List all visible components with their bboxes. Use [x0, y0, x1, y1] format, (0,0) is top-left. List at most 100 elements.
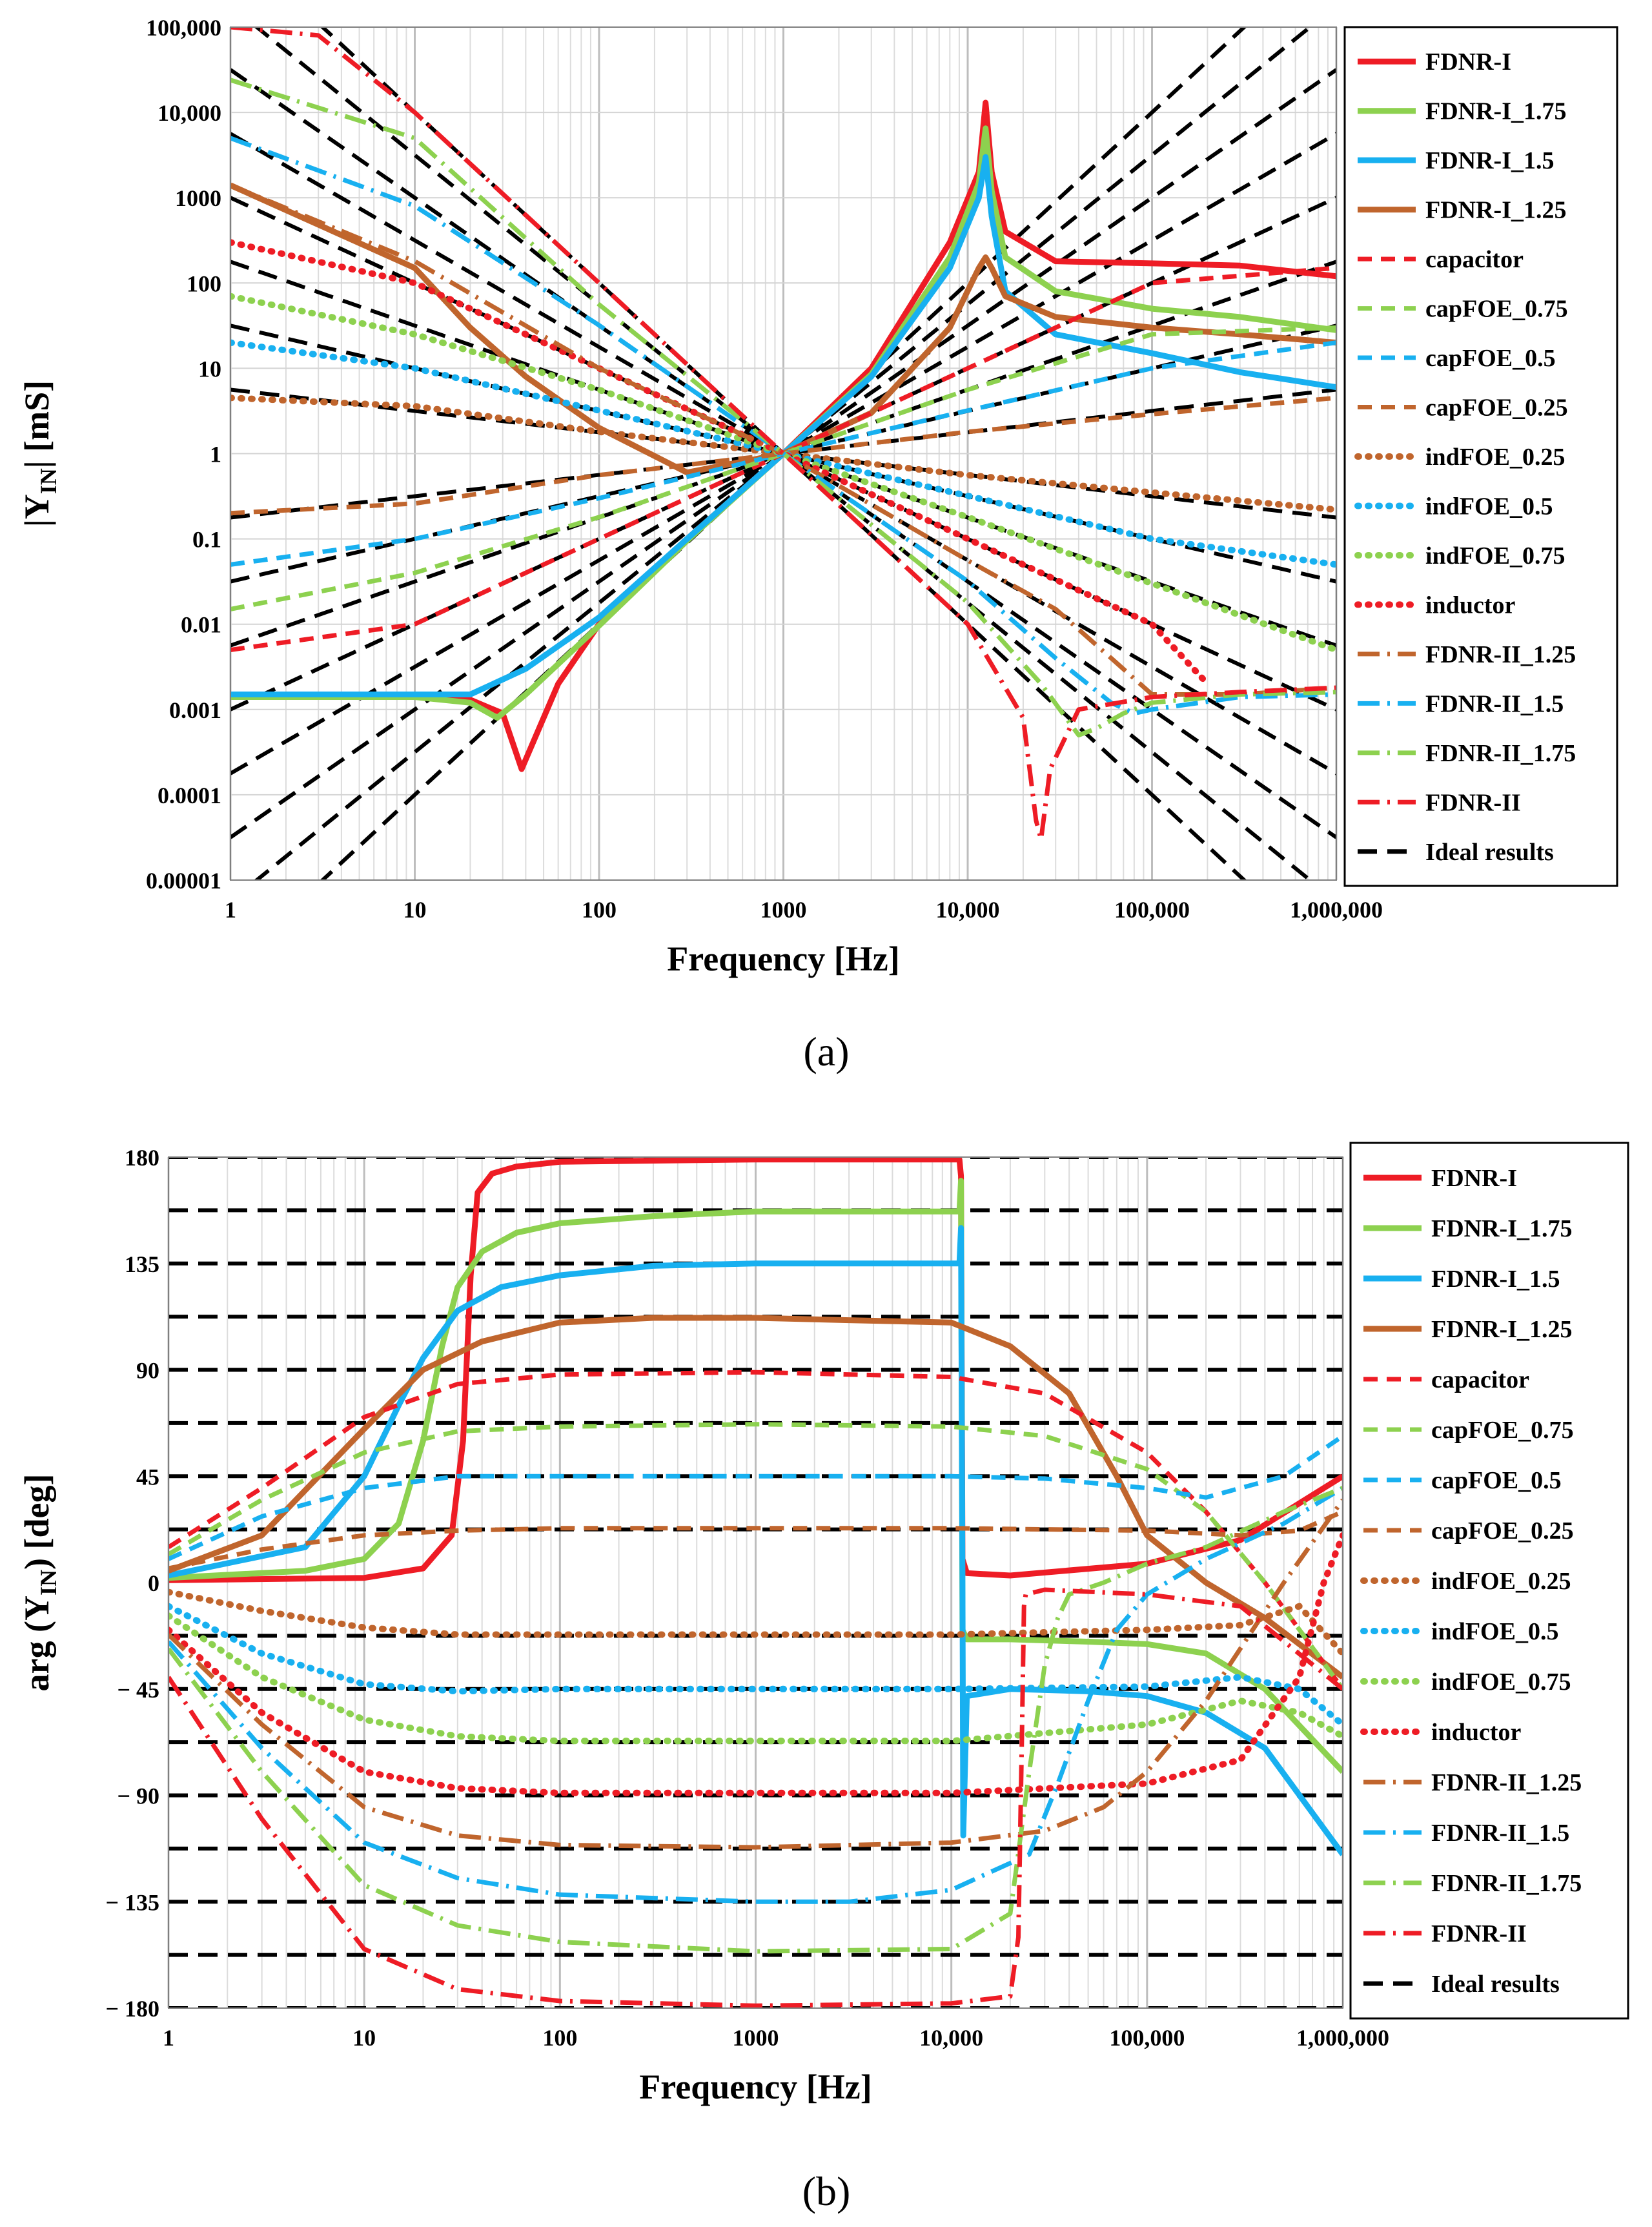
y-axis-label: |YIN| [mS]: [17, 380, 61, 527]
x-axis-label: Frequency [Hz]: [639, 2068, 872, 2106]
legend-entry: Ideal results: [1425, 839, 1554, 866]
x-tick-label: 1,000,000: [1296, 2025, 1389, 2051]
series-indfoe-0-5: [230, 339, 1336, 568]
x-tick-label: 100,000: [1109, 2025, 1185, 2051]
legend-entry: indFOE_0.5: [1431, 1618, 1558, 1645]
legend-entry: inductor: [1425, 591, 1515, 619]
x-axis-label: Frequency [Hz]: [667, 939, 899, 978]
legend-entry: capFOE_0.75: [1431, 1417, 1574, 1444]
ideal-result-line: [230, 387, 1336, 520]
x-tick-label: 1,000,000: [1290, 897, 1383, 923]
legend-entry: capFOE_0.75: [1425, 296, 1568, 323]
panel-a-label: (a): [803, 1029, 849, 1074]
series-capfoe-0-5: [168, 1434, 1343, 1561]
x-tick-label: 10,000: [936, 897, 1000, 923]
legend-entry: FDNR-II_1.5: [1431, 1820, 1569, 1847]
legend-entry: indFOE_0.5: [1425, 493, 1553, 520]
series-fdnr-i-1-25: [168, 1315, 1343, 1679]
plot-area: [230, 27, 1336, 880]
x-tick-label: 1: [225, 897, 236, 923]
series-fdnr-i-1-25: [230, 182, 1336, 476]
legend-entry: capacitor: [1431, 1366, 1529, 1393]
y-tick-label: − 45: [117, 1677, 159, 1703]
y-tick-label: 10,000: [158, 100, 221, 126]
legend-entry: FDNR-I_1.25: [1425, 197, 1566, 224]
y-tick-label: 1000: [175, 185, 221, 211]
series-fdnr-ii: [168, 1587, 1343, 2008]
legend-entry: FDNR-II: [1431, 1920, 1527, 1947]
ideal-result-line: [230, 387, 1336, 520]
legend-entry: FDNR-I: [1425, 48, 1511, 76]
series-fdnr-ii-1-5: [168, 1486, 1343, 1904]
x-tick-label: 100,000: [1114, 897, 1190, 923]
y-axis-label: arg (YIN) [deg]: [17, 1474, 61, 1692]
x-tick-label: 1000: [760, 897, 807, 923]
y-axis-label-tail: | [mS]: [17, 380, 56, 468]
plot-frame: [230, 26, 1337, 881]
series-fdnr-i-1-75: [168, 1178, 1343, 1774]
y-tick-label: 0.1: [192, 527, 221, 553]
legend-entry: FDNR-I_1.25: [1431, 1316, 1572, 1343]
legend-entry: capacitor: [1425, 246, 1524, 273]
panel-a-magnitude-chart: 1 10 100 1000 10,000 100,000 1,000,000 0.00001 0…: [17, 15, 1618, 978]
y-tick-label: 100,000: [146, 15, 221, 41]
series-indfoe-0-5: [168, 1603, 1343, 1728]
series-fdnr-i: [168, 1157, 1343, 1583]
x-tick-label: 10,000: [919, 2025, 983, 2051]
series-capfoe-0-75: [168, 1422, 1343, 1690]
series-fdnr-ii-1-75: [230, 77, 1336, 738]
x-tick-label: 10: [352, 2025, 376, 2051]
legend-entry: FDNR-I_1.5: [1431, 1266, 1560, 1293]
series-inductor: [168, 1532, 1343, 1796]
legend-entry: FDNR-I_1.75: [1425, 98, 1566, 125]
x-tick-label: 100: [542, 2025, 577, 2051]
y-tick-label: 10: [198, 356, 221, 382]
panel-b-phase-chart: 1 10 100 1000 10,000 100,000 1,000,000 − 180 − 1…: [17, 1142, 1629, 2106]
legend-entry: capFOE_0.5: [1425, 345, 1556, 372]
plot-area: [168, 1157, 1343, 2008]
legend-entry: FDNR-I: [1431, 1165, 1517, 1192]
x-tick-label: 100: [582, 897, 617, 923]
y-axis-label-subscript: IN: [36, 468, 61, 494]
ideal-result-line: [230, 68, 1336, 839]
legend-entry: indFOE_0.75: [1431, 1668, 1571, 1696]
y-axis-label-tail: ) [deg]: [17, 1474, 56, 1570]
panel-b-label: (b): [802, 2168, 851, 2214]
y-tick-label: 45: [136, 1464, 159, 1490]
y-axis-label-subscript: IN: [36, 1570, 61, 1596]
legend-entry: FDNR-II_1.75: [1431, 1870, 1582, 1897]
y-tick-label: 0.01: [181, 612, 221, 638]
y-tick-label: − 135: [105, 1889, 159, 1915]
series-inductor: [230, 239, 1211, 687]
series-fdnr-ii-1-25: [168, 1498, 1343, 1850]
legend-entry: indFOE_0.25: [1431, 1568, 1571, 1595]
legend-entry: inductor: [1431, 1719, 1521, 1746]
ideal-result-line: [230, 68, 1336, 839]
y-tick-label: 0.00001: [146, 868, 221, 894]
series-indfoe-0-75: [168, 1612, 1343, 1745]
y-axis-label-main: arg (Y: [17, 1596, 56, 1691]
series-fdnr-i-1-75: [230, 125, 1336, 721]
series-fdnr-ii: [230, 27, 1336, 842]
y-tick-label: 0: [148, 1570, 159, 1596]
legend: FDNR-I FDNR-I_1.75 FDNR-I_1.5 FDNR-I_1.25ca…: [1349, 1142, 1629, 2020]
legend-entry: FDNR-II_1.75: [1425, 740, 1576, 767]
series-capfoe-0-75: [230, 325, 1336, 611]
series-fdnr-ii-1-75: [168, 1486, 1343, 1954]
ideal-result-line: [230, 260, 1336, 648]
y-tick-label: 0.0001: [158, 783, 221, 808]
legend-entry: capFOE_0.5: [1431, 1467, 1562, 1494]
legend: FDNR-I FDNR-I_1.75 FDNR-I_1.5 FDNR-I_1.25ca…: [1343, 26, 1618, 887]
legend-entry: FDNR-I_1.75: [1431, 1215, 1572, 1242]
series-fdnr-ii-1-5: [230, 136, 1336, 716]
y-tick-label: 90: [136, 1358, 159, 1384]
legend-entry: FDNR-II: [1425, 789, 1521, 816]
legend-entry: FDNR-II_1.5: [1425, 690, 1564, 717]
legend-entry: capFOE_0.25: [1431, 1517, 1574, 1545]
legend-entry: indFOE_0.25: [1425, 444, 1565, 471]
y-tick-label: 100: [187, 271, 221, 296]
ideal-result-line: [230, 260, 1336, 648]
y-axis-label-main: |Y: [17, 494, 56, 527]
legend-entry: FDNR-I_1.5: [1425, 147, 1554, 174]
